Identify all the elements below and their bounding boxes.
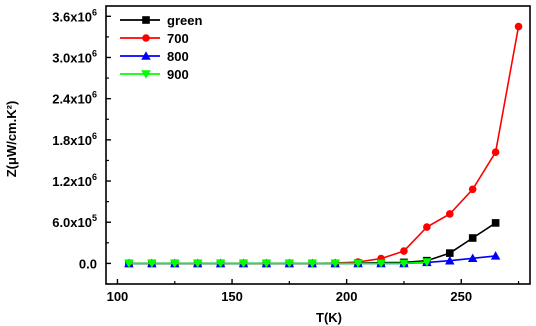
data-point-900	[124, 259, 134, 269]
data-point-green	[491, 219, 500, 227]
y-tick-base: 2.4x10	[52, 92, 92, 107]
y-tick-exponent: 6	[92, 90, 97, 100]
legend-swatch-marker	[142, 34, 150, 42]
data-point-700	[445, 210, 454, 218]
series-line-green	[128, 222, 497, 265]
data-point-900	[284, 259, 295, 269]
data-point-900	[238, 259, 249, 269]
y-tick-exponent: 5	[92, 213, 97, 223]
data-point-green	[445, 249, 454, 257]
legend-item-700: 700	[120, 31, 189, 46]
data-point-green	[468, 234, 477, 242]
legend-item-green: green	[120, 13, 202, 28]
series-900	[124, 258, 432, 269]
plot-area	[105, 5, 531, 285]
legend: green 700 800 900	[120, 13, 202, 82]
series-line-900	[128, 261, 427, 265]
x-tick-label: 200	[336, 289, 358, 304]
x-tick-label: 150	[221, 289, 243, 304]
x-axis-title: T(K)	[316, 310, 342, 325]
data-point-800	[445, 255, 455, 265]
data-point-800	[467, 253, 478, 263]
y-tick-exponent: 6	[92, 131, 97, 141]
y-tick-label: 3.6x106	[52, 7, 97, 24]
data-point-900	[330, 259, 340, 269]
y-tick-label: 3.0x106	[52, 48, 97, 65]
y-tick-exponent: 6	[92, 48, 97, 58]
y-tick-exponent: 6	[92, 172, 97, 182]
legend-item-800: 800	[120, 49, 189, 64]
y-tick-base: 6.0x10	[52, 215, 92, 230]
y-tick-base: 3.6x10	[52, 9, 92, 24]
legend-label: 800	[167, 49, 189, 64]
data-point-900	[399, 259, 409, 269]
y-tick-base: 1.8x10	[52, 133, 92, 148]
legend-label: 900	[167, 67, 189, 82]
data-point-900	[170, 259, 180, 269]
legend-label: 700	[167, 31, 189, 46]
data-point-700	[468, 185, 477, 194]
data-point-900	[376, 259, 386, 269]
data-point-900	[147, 259, 157, 269]
data-point-900	[215, 259, 226, 269]
y-axis-title: Z(μW/cm.K²)	[4, 101, 19, 178]
x-axis: 100 150 200 250	[107, 279, 520, 304]
plot-frame	[105, 5, 531, 285]
data-point-700	[491, 148, 500, 157]
legend-swatch-marker	[141, 70, 151, 79]
legend-swatch-marker	[142, 16, 150, 24]
data-point-700	[423, 223, 431, 231]
x-tick-label: 250	[450, 289, 472, 304]
data-point-900	[353, 259, 363, 269]
y-tick-label: 0.0	[79, 256, 97, 271]
y-tick-label: 6.0x105	[52, 213, 97, 230]
y-axis: 0.06.0x1051.2x1061.8x1062.4x1063.0x1063.…	[52, 7, 111, 285]
data-point-900	[422, 258, 432, 267]
y-tick-base: 3.0x10	[52, 50, 92, 65]
y-tick-exponent: 6	[92, 7, 97, 17]
y-tick-base: 1.2x10	[52, 174, 92, 189]
y-tick-label: 2.4x106	[52, 90, 97, 107]
legend-label: green	[167, 13, 202, 28]
y-tick-label: 1.2x106	[52, 172, 97, 189]
data-point-700	[514, 22, 523, 31]
legend-swatch-marker	[141, 51, 151, 60]
legend-item-900: 900	[120, 67, 189, 82]
x-tick-label: 100	[107, 289, 129, 304]
data-point-700	[400, 247, 408, 255]
y-tick-base: 0.0	[79, 256, 97, 271]
y-tick-label: 1.8x106	[52, 131, 97, 148]
data-point-900	[307, 259, 318, 269]
series-layer	[124, 22, 523, 269]
data-point-900	[261, 259, 272, 269]
data-point-800	[490, 251, 501, 260]
data-point-900	[192, 259, 203, 269]
